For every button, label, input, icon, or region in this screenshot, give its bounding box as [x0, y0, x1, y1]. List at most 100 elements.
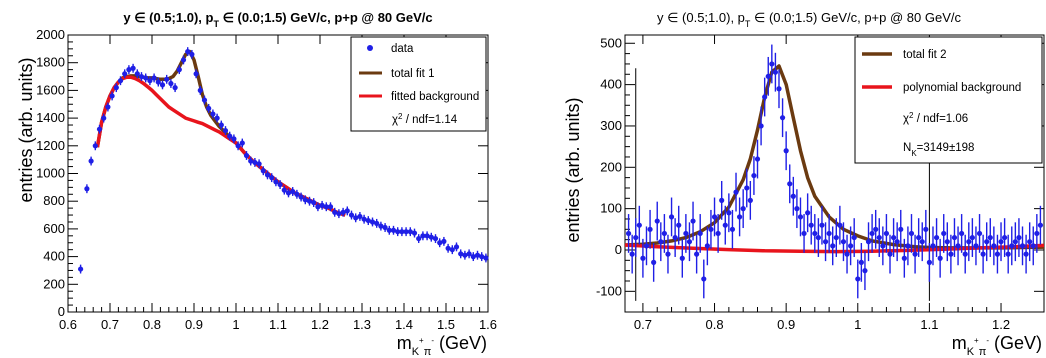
left-y-tick-label: 1200 — [36, 138, 65, 153]
right-point-marker — [658, 239, 664, 245]
right-point-marker — [941, 230, 947, 237]
left-data-point — [78, 264, 84, 274]
right-data-point — [797, 197, 804, 237]
right-point-marker — [694, 251, 700, 257]
right-point-marker — [633, 234, 639, 241]
left-point-marker — [420, 233, 426, 239]
right-point-marker — [1005, 251, 1011, 257]
left-data-point — [269, 173, 275, 183]
left-point-marker — [84, 186, 90, 192]
right-y-tick-label: 100 — [600, 201, 622, 216]
right-data-point — [826, 214, 832, 253]
right-data-point — [976, 214, 983, 253]
left-point-marker — [273, 179, 279, 185]
left-data-point — [96, 124, 103, 134]
right-point-marker — [651, 259, 657, 265]
left-data-point — [113, 83, 119, 93]
left-point-marker — [390, 227, 397, 233]
left-data-point — [197, 85, 203, 95]
right-data-point — [715, 214, 721, 253]
right-data-point — [794, 189, 800, 229]
left-data-point — [222, 126, 229, 135]
left-y-tick-label: 400 — [43, 249, 65, 264]
left-point-marker — [462, 252, 468, 258]
left-point-marker — [248, 158, 254, 164]
right-point-marker — [805, 210, 811, 216]
right-data-point — [776, 69, 782, 109]
left-point-marker — [332, 209, 338, 215]
right-data-point — [694, 234, 700, 274]
left-data-point — [311, 198, 317, 208]
right-point-marker — [1034, 230, 1040, 237]
left-point-marker — [256, 161, 262, 167]
right-data-point — [855, 259, 861, 299]
right-point-marker — [747, 197, 753, 203]
left-data-point — [218, 120, 224, 130]
left-data-point — [420, 231, 426, 241]
left-data-point — [483, 253, 489, 263]
left-point-marker — [424, 233, 430, 239]
left-data-point — [323, 202, 329, 212]
left-point-marker — [113, 85, 119, 91]
left-axis-ticks: 0.6 0.7 0.8 0.9 1 1.1 1.2 1.3 1.4 1.5 1.6 0 200 400 60… — [36, 27, 497, 332]
right-point-marker — [808, 222, 814, 228]
left-point-marker — [319, 202, 325, 208]
left-point-marker — [323, 204, 329, 210]
right-data-point — [844, 234, 850, 274]
left-data-point — [344, 206, 350, 216]
right-data-point — [887, 234, 893, 274]
right-data-points — [625, 44, 1044, 299]
right-data-point — [926, 242, 933, 282]
left-data-point — [151, 73, 157, 83]
right-point-marker — [840, 239, 847, 245]
right-data-point — [661, 214, 667, 253]
right-data-point — [883, 214, 890, 253]
left-point-marker — [117, 78, 124, 84]
left-data-point — [164, 74, 170, 84]
right-data-point — [998, 222, 1004, 262]
right-y-tick-label: 500 — [600, 35, 622, 50]
left-data-point — [285, 188, 292, 198]
left-data-point — [189, 49, 195, 59]
left-data-point — [470, 252, 476, 262]
left-legend-data: data — [391, 43, 414, 55]
right-point-marker — [701, 276, 707, 282]
left-y-axis-label: entries (arb. units) — [16, 57, 36, 202]
left-point-marker — [269, 175, 275, 181]
left-point-marker — [172, 85, 178, 91]
left-data-point — [201, 95, 208, 105]
left-data-point — [185, 47, 191, 57]
right-point-marker — [926, 259, 933, 265]
right-point-marker — [901, 255, 907, 261]
right-x-tick-label: 0.7 — [634, 317, 652, 332]
right-plot-frame — [624, 34, 1045, 313]
left-data-point — [235, 141, 241, 151]
right-data-point — [951, 218, 958, 257]
left-data-point — [411, 228, 418, 238]
left-data-point — [306, 196, 313, 206]
right-point-marker — [715, 230, 721, 237]
right-data-point — [658, 222, 664, 262]
right-point-marker — [887, 251, 893, 257]
left-point-marker — [432, 235, 439, 242]
right-point-marker — [736, 214, 743, 220]
right-point-marker — [822, 239, 829, 245]
right-data-point — [690, 201, 696, 241]
right-data-point — [848, 226, 854, 266]
right-point-marker — [848, 243, 854, 249]
left-y-tick-label: 200 — [43, 276, 65, 291]
left-data-point — [462, 250, 468, 260]
right-point-marker — [1037, 222, 1044, 228]
left-point-marker — [206, 105, 212, 112]
right-data-point — [812, 214, 818, 253]
right-y-tick-label: 200 — [600, 159, 622, 174]
left-data-point — [449, 245, 455, 255]
right-data-point — [683, 214, 689, 253]
right-data-point — [905, 226, 911, 266]
left-x-tick-label: 0.8 — [143, 317, 161, 332]
right-y-tick-label: 300 — [600, 118, 622, 133]
left-point-marker — [411, 230, 418, 236]
left-point-marker — [260, 168, 266, 174]
right-data-point — [625, 214, 632, 253]
chart-right: y ∈ (0.5;1.0), pT ∈ (0.0;1.5) GeV/c, p+p… — [563, 10, 1045, 358]
